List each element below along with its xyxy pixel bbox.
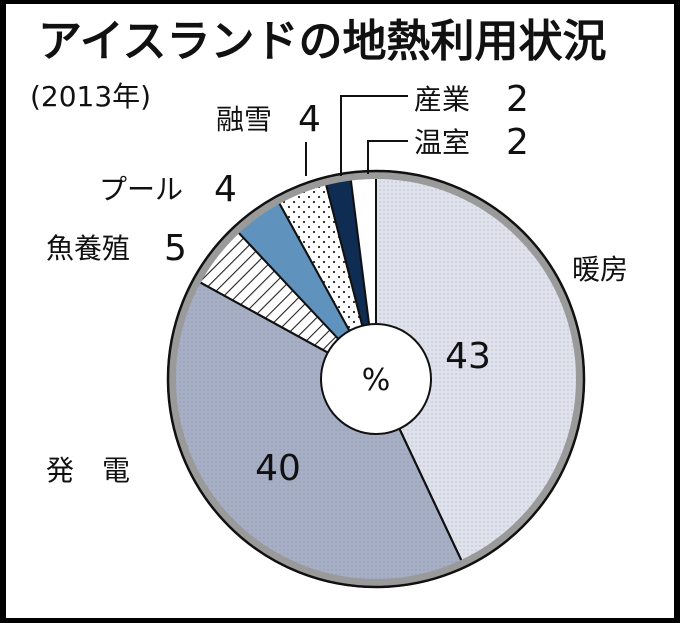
slice-label-greenhouse: 温室 2 bbox=[414, 122, 529, 163]
slice-label-fish-farming-name: 魚養殖 bbox=[46, 232, 130, 265]
slice-label-snow-melting-name: 融雪 bbox=[216, 103, 272, 136]
pie-outline bbox=[166, 169, 586, 589]
slice-value-power: 40 bbox=[255, 448, 301, 489]
pie-rim bbox=[168, 171, 584, 587]
slice-label-industry: 産業 2 bbox=[414, 79, 529, 120]
pie-chart: アイスランドの地熱利用状況 (2013年) % 暖房 発 電 魚養殖 5 プール… bbox=[30, 16, 628, 589]
chart-frame: アイスランドの地熱利用状況 (2013年) % 暖房 発 電 魚養殖 5 プール… bbox=[6, 4, 674, 618]
slice-label-pool-name: プール bbox=[99, 173, 183, 206]
pie-slices bbox=[166, 169, 586, 589]
slice-label-greenhouse-name: 温室 bbox=[414, 126, 470, 159]
pie-center-label: % bbox=[362, 363, 391, 398]
leader-line-industry bbox=[340, 95, 408, 176]
leader-lines bbox=[305, 95, 408, 176]
slice-value-heating: 43 bbox=[445, 336, 491, 377]
leader-line-greenhouse bbox=[367, 140, 408, 174]
slice-label-heating: 暖房 bbox=[572, 253, 628, 286]
slice-value-greenhouse: 2 bbox=[506, 122, 529, 163]
slice-label-pool: プール 4 bbox=[99, 169, 237, 210]
slice-value-snow-melting: 4 bbox=[298, 99, 321, 140]
slice-value-pool: 4 bbox=[214, 169, 237, 210]
slice-label-industry-name: 産業 bbox=[414, 83, 470, 116]
pie-center-hole bbox=[320, 323, 432, 435]
chart-title: アイスランドの地熱利用状況 bbox=[38, 16, 606, 67]
chart-subtitle: (2013年) bbox=[30, 80, 151, 113]
slice-label-snow-melting: 融雪 4 bbox=[216, 99, 321, 140]
slice-label-fish-farming: 魚養殖 5 bbox=[46, 228, 187, 269]
slice-value-industry: 2 bbox=[506, 79, 529, 120]
slice-value-fish-farming: 5 bbox=[164, 228, 187, 269]
slice-label-power: 発 電 bbox=[46, 454, 130, 487]
